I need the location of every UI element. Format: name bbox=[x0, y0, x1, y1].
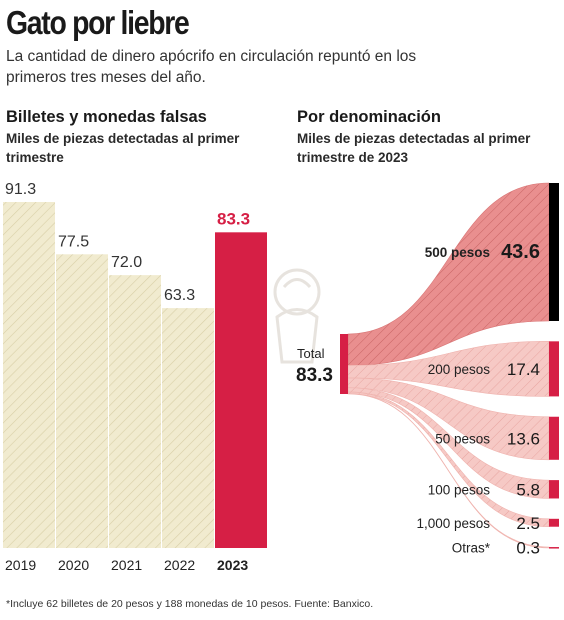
sankey-value-label: 0.3 bbox=[516, 539, 540, 558]
page-title: Gato por liebre bbox=[6, 4, 190, 41]
bar-chart: 91.3 2019 77.5 2020 72.0 2021 63.3 2022 83.3 2023 bbox=[3, 181, 267, 573]
sankey-target-node bbox=[549, 341, 559, 397]
sankey-target-label: Otras* bbox=[452, 541, 491, 556]
sankey-target-node bbox=[549, 416, 559, 460]
bar-2021 bbox=[109, 275, 161, 548]
sankey-target-label: 500 pesos bbox=[425, 245, 490, 260]
sankey-target-label: 1,000 pesos bbox=[416, 516, 490, 531]
footnote: *Incluye 62 billetes de 20 pesos y 188 m… bbox=[6, 598, 374, 610]
sankey-flow-50-pesos bbox=[347, 377, 550, 461]
x-tick-label: 2021 bbox=[111, 557, 142, 573]
sankey-target-label: 100 pesos bbox=[428, 482, 491, 497]
sankey-chart-subtitle: Miles de piezas detectadas al primer tri… bbox=[297, 131, 531, 165]
x-tick-label: 2022 bbox=[164, 557, 195, 573]
page-subtitle: La cantidad de dinero apócrifo en circul… bbox=[6, 48, 417, 86]
sankey-flows bbox=[347, 182, 550, 549]
bar-value-label: 63.3 bbox=[164, 287, 195, 304]
sankey-target-node bbox=[549, 547, 559, 549]
sankey-value-label: 17.4 bbox=[507, 360, 540, 379]
sankey-target-node bbox=[549, 183, 559, 321]
bar-value-label: 83.3 bbox=[217, 209, 250, 228]
sankey-value-label: 13.6 bbox=[507, 429, 540, 448]
sankey-value-label: 5.8 bbox=[516, 480, 540, 499]
sankey-target-node bbox=[549, 518, 559, 527]
bar-value-label: 91.3 bbox=[5, 181, 36, 198]
sankey-value-label: 2.5 bbox=[516, 514, 540, 533]
bar-2019 bbox=[3, 202, 55, 548]
x-tick-label: 2020 bbox=[58, 557, 89, 573]
sankey-flow-500-pesos bbox=[347, 182, 550, 366]
watermark-emblem-icon bbox=[273, 268, 321, 364]
x-tick-label: 2023 bbox=[217, 557, 248, 573]
sankey-value-label: 43.6 bbox=[501, 241, 540, 263]
bar-2023 bbox=[215, 232, 267, 548]
sankey-target-label: 50 pesos bbox=[435, 431, 490, 446]
x-tick-label: 2019 bbox=[5, 557, 36, 573]
sankey-chart-title: Por denominación bbox=[297, 108, 441, 126]
sankey-target-label: 200 pesos bbox=[428, 362, 491, 377]
sankey-target-node bbox=[549, 480, 559, 499]
bar-2022 bbox=[162, 308, 214, 548]
bar-chart-subtitle: Miles de piezas detectadas al primer tri… bbox=[6, 131, 240, 165]
bar-value-label: 77.5 bbox=[58, 233, 89, 250]
sankey-labels: Total 83.3 bbox=[296, 346, 333, 386]
sankey-total-value: 83.3 bbox=[296, 365, 333, 386]
bar-chart-title: Billetes y monedas falsas bbox=[6, 108, 207, 126]
sankey-source-node bbox=[340, 334, 348, 394]
sankey-nodes: 500 pesos 43.6 200 pesos 17.4 50 pesos 13.6 10… bbox=[340, 183, 559, 558]
sankey-total-label: Total bbox=[297, 346, 325, 361]
bar-value-label: 72.0 bbox=[111, 254, 142, 271]
bar-2020 bbox=[56, 254, 108, 548]
